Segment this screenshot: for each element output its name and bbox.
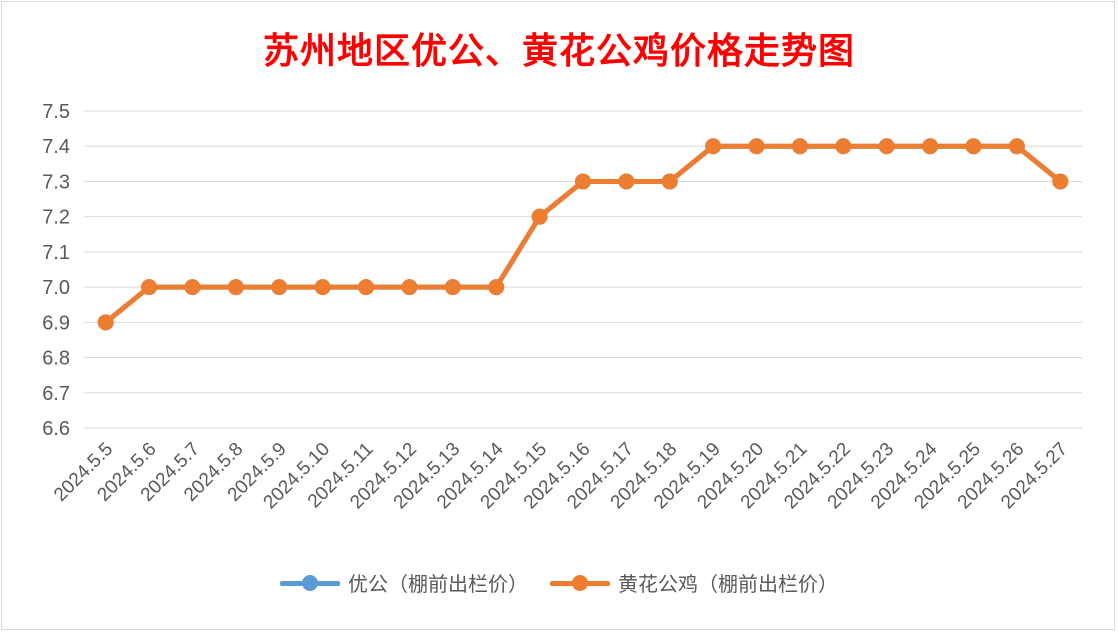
y-tick-label: 6.7 [42,383,70,405]
y-tick-label: 6.9 [42,312,70,334]
y-tick-label: 7.5 [42,101,70,123]
series-2-point [965,138,982,155]
series-2-point [748,138,765,155]
legend-dot-icon [572,574,588,591]
series-2-point [401,279,418,296]
series-2-point [575,173,591,190]
legend-marker-series-1 [280,573,340,593]
series-2-point [922,138,939,155]
y-tick-label: 7.1 [42,242,70,264]
y-tick-label: 7.2 [42,207,70,229]
y-tick-label: 6.6 [42,418,70,440]
series-2-point [97,314,114,331]
legend: 优公（棚前出栏价） 黄花公鸡（棚前出栏价） [0,568,1118,597]
series-2-point [488,279,505,296]
legend-dot-icon [302,574,318,591]
series-line-2 [103,143,1063,325]
y-tick-label: 7.0 [42,277,70,299]
series-2-point [835,138,852,155]
series-2-point [1052,173,1069,190]
series-2-point [1008,138,1025,155]
series-2-point [791,138,808,155]
series-2-point [141,279,158,296]
series-line-1 [103,143,1063,325]
series-2-point [531,208,548,225]
legend-marker-series-2 [550,573,610,593]
y-tick-label: 6.8 [42,348,70,370]
series-2-point [227,279,244,296]
series-2-point [661,173,678,190]
series-2-point [444,279,461,296]
series-2-point [705,138,722,155]
legend-label-series-2: 黄花公鸡（棚前出栏价） [618,572,838,596]
legend-label-series-1: 优公（棚前出栏价） [348,572,528,596]
chart-title: 苏州地区优公、黄花公鸡价格走势图 [262,30,855,72]
legend-item-series-2[interactable]: 黄花公鸡（棚前出栏价） [550,568,838,597]
series-2-point [271,279,288,296]
series-2-point [184,279,201,296]
y-tick-label: 7.4 [42,136,70,158]
series-2-point [314,279,331,296]
legend-item-series-1[interactable]: 优公（棚前出栏价） [280,568,528,597]
series-2-point [618,173,635,190]
series-2-point [358,279,375,296]
y-tick-label: 7.3 [42,171,70,193]
series-2-point [878,138,895,155]
